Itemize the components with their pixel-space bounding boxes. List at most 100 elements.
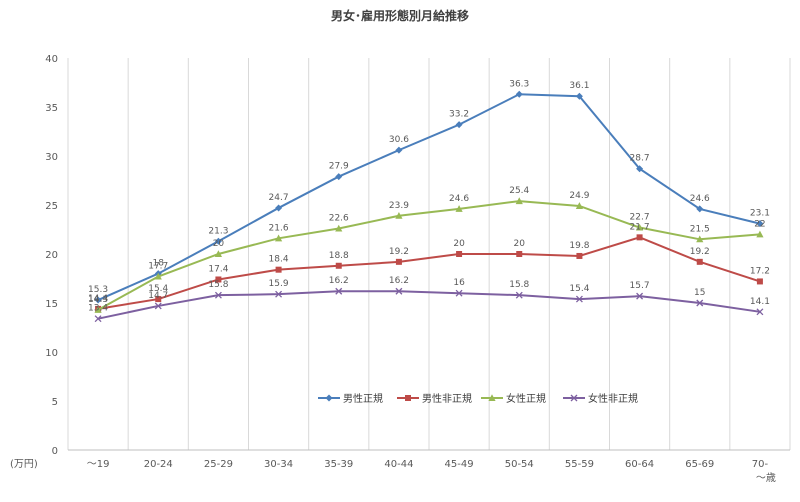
data-label: 18.4 [269, 255, 289, 265]
data-label: 17.2 [750, 266, 770, 276]
data-label: 15.8 [208, 280, 228, 290]
data-label: 22.6 [329, 214, 349, 224]
data-label: 18.8 [329, 251, 349, 261]
legend-label: 男性正規 [343, 392, 383, 405]
data-point-marker [154, 302, 162, 310]
data-point-marker [575, 295, 583, 303]
data-label: 20 [514, 239, 526, 249]
data-point-marker [696, 299, 704, 307]
data-label: 21.3 [208, 226, 228, 236]
grid-lines [67, 58, 791, 450]
data-label: 13.4 [88, 304, 108, 314]
data-label: 17.4 [208, 264, 228, 274]
data-point-marker [575, 92, 583, 100]
data-label: 20 [453, 239, 465, 249]
data-label: 23.9 [389, 201, 409, 211]
marker-stroke [154, 302, 162, 310]
data-point-marker [274, 234, 283, 242]
x-tick-label: 65-69 [685, 459, 714, 470]
data-label: 14.1 [750, 297, 770, 307]
data-point-marker [94, 296, 102, 304]
marker-stroke [756, 308, 764, 316]
data-point-marker [395, 287, 403, 295]
y-tick-label: 30 [45, 152, 58, 163]
data-label: 21.7 [630, 222, 650, 232]
data-label: 15.8 [509, 280, 529, 290]
data-point-marker [455, 121, 463, 129]
data-label: 20 [213, 239, 225, 249]
data-point-marker [488, 394, 496, 401]
data-point-marker [576, 252, 583, 259]
data-point-marker [214, 250, 223, 257]
data-point-marker [756, 308, 764, 316]
y-tick-label: 35 [45, 103, 58, 114]
legend-entry: 男性非正規 [397, 392, 472, 405]
data-label: 19.2 [389, 247, 409, 257]
marker-stroke [575, 295, 583, 303]
data-point-marker [635, 223, 644, 231]
x-tick-label: 70- [752, 459, 769, 470]
data-label: 22 [754, 219, 765, 229]
data-label: 30.6 [389, 135, 409, 145]
data-point-marker [94, 315, 102, 323]
marker-stroke [395, 287, 403, 295]
y-tick-label: 10 [45, 348, 58, 359]
data-label: 27.9 [329, 162, 349, 172]
marker-stroke [515, 291, 523, 299]
data-label: 24.7 [269, 193, 289, 203]
data-label: 36.3 [509, 79, 529, 89]
data-point-marker [515, 291, 523, 299]
series-line [97, 200, 760, 311]
x-tick-label: 35-39 [324, 459, 353, 470]
data-point-marker [756, 230, 764, 238]
data-label: 24.9 [569, 191, 589, 201]
y-tick-label: 0 [52, 446, 58, 457]
marker-stroke [275, 290, 283, 298]
x-tick-label: ～19 [87, 459, 110, 470]
data-point-marker [636, 292, 644, 300]
data-label: 24.6 [449, 194, 469, 204]
series-female-regular [94, 197, 764, 313]
data-point-marker [515, 197, 523, 205]
legend-label: 女性非正規 [588, 392, 638, 405]
data-point-marker [395, 258, 402, 265]
data-label: 24.6 [690, 194, 710, 204]
x-tick-label: 20-24 [144, 459, 173, 470]
x-tick-label: 40-44 [384, 459, 413, 470]
chart-title: 男女･雇用形態別月給推移 [331, 8, 469, 23]
y-tick-label: 20 [45, 250, 58, 261]
legend: 男性正規 男性非正規 女性正規 女性非正規 [318, 392, 638, 405]
data-labels: 15.3 18 21.3 24.7 27.9 30.6 33.2 36.3 36.1 28.7 24… [88, 79, 770, 313]
series-male-regular [94, 90, 764, 304]
x-tick-label: 30-34 [264, 459, 293, 470]
marker-stroke [570, 394, 578, 402]
x-tick-label: 50-54 [505, 459, 534, 470]
series-male-nonregular [95, 234, 763, 312]
data-label: 22.7 [630, 213, 650, 223]
data-point-marker [215, 276, 222, 283]
data-label: 14.7 [148, 291, 168, 301]
data-label: 14.4 [88, 294, 108, 304]
data-point-marker [456, 251, 463, 257]
data-point-marker [756, 220, 764, 228]
data-point-marker [570, 394, 578, 402]
data-label: 21.5 [690, 224, 710, 234]
axes: 0 5 10 15 20 25 30 35 40 (万円) ～19 20-24 25-29 30-34 35… [10, 54, 790, 484]
marker-stroke [696, 299, 704, 307]
data-point-marker [395, 211, 403, 219]
data-point-marker [335, 173, 343, 181]
data-point-marker [405, 395, 411, 401]
data-point-marker [696, 235, 704, 243]
series-line [97, 290, 761, 320]
data-point-marker [335, 224, 343, 232]
marker-stroke [94, 315, 102, 323]
x-tick-label: 55-59 [565, 459, 594, 470]
data-label: 15.7 [630, 281, 650, 291]
data-label: 19.8 [569, 241, 589, 251]
legend-label: 男性非正規 [422, 392, 472, 405]
data-label: 16.2 [389, 276, 409, 286]
marker-stroke [455, 289, 463, 297]
data-label: 28.7 [630, 154, 650, 164]
